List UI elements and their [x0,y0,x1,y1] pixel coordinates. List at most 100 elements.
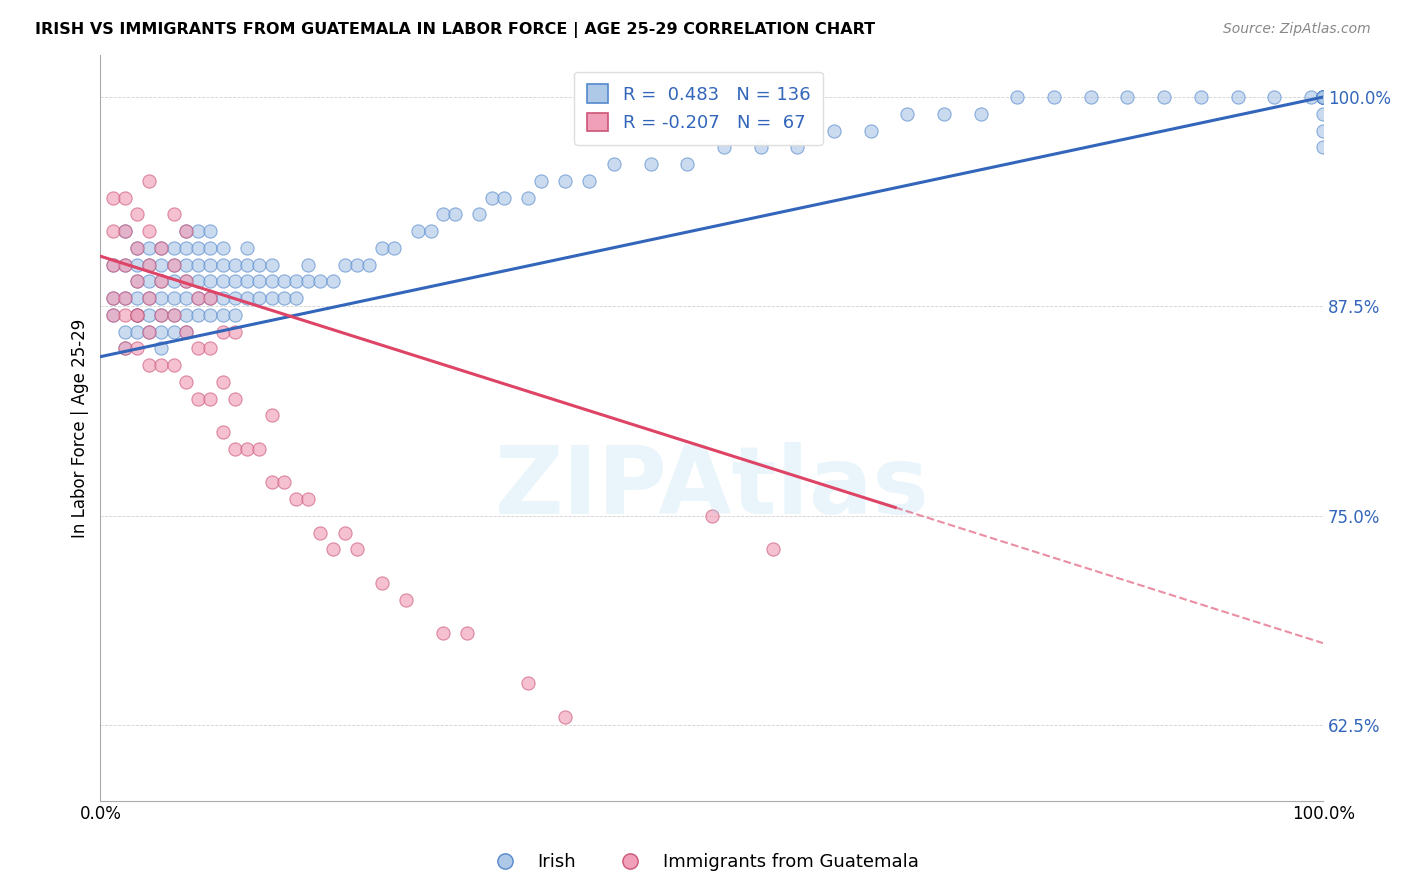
Point [1312,90,1334,104]
Point [395,592,418,607]
Point [187,291,209,305]
Text: ZIPAtlas: ZIPAtlas [495,442,929,533]
Point [174,291,197,305]
Point [200,291,222,305]
Point [1007,90,1029,104]
Point [114,258,136,272]
Point [468,207,491,221]
Point [640,157,662,171]
Point [260,274,283,288]
Point [224,308,246,322]
Point [101,291,124,305]
Point [1226,90,1249,104]
Point [163,274,186,288]
Point [163,308,186,322]
Point [603,157,626,171]
Point [554,174,576,188]
Point [432,626,454,640]
Point [517,190,540,204]
Point [273,475,295,490]
Point [236,258,259,272]
Point [174,224,197,238]
Point [114,341,136,355]
Point [297,258,319,272]
Point [1312,90,1334,104]
Point [444,207,467,221]
Point [101,258,124,272]
Point [125,308,148,322]
Point [406,224,429,238]
Point [370,575,392,590]
Point [247,258,270,272]
Text: IRISH VS IMMIGRANTS FROM GUATEMALA IN LABOR FORCE | AGE 25-29 CORRELATION CHART: IRISH VS IMMIGRANTS FROM GUATEMALA IN LA… [35,22,876,38]
Point [211,425,233,439]
Point [174,224,197,238]
Point [749,140,772,154]
Point [163,207,186,221]
Point [200,392,222,406]
Point [101,308,124,322]
Point [823,810,845,824]
Point [114,291,136,305]
Point [285,492,308,507]
Point [114,224,136,238]
Point [1312,90,1334,104]
Point [138,291,160,305]
Point [432,207,454,221]
Point [309,525,332,540]
Point [762,542,785,557]
Point [346,542,368,557]
Point [187,291,209,305]
Point [187,308,209,322]
Point [1312,90,1334,104]
Point [174,308,197,322]
Point [211,325,233,339]
Point [163,308,186,322]
Point [260,291,283,305]
Point [419,224,441,238]
Point [150,241,173,255]
Point [1312,90,1334,104]
Point [187,274,209,288]
Point [114,190,136,204]
Point [211,258,233,272]
Legend: Irish, Immigrants from Guatemala: Irish, Immigrants from Guatemala [479,847,927,879]
Point [322,542,344,557]
Point [101,224,124,238]
Point [211,274,233,288]
Point [187,224,209,238]
Point [150,358,173,372]
Point [1312,90,1334,104]
Point [970,107,993,121]
Point [125,207,148,221]
Point [1312,90,1334,104]
Point [138,258,160,272]
Point [676,157,699,171]
Point [114,325,136,339]
Point [247,442,270,456]
Point [297,274,319,288]
Y-axis label: In Labor Force | Age 25-29: In Labor Force | Age 25-29 [72,318,89,538]
Point [163,241,186,255]
Point [529,174,551,188]
Point [138,241,160,255]
Point [125,241,148,255]
Point [285,291,308,305]
Point [1312,140,1334,154]
Point [114,341,136,355]
Point [200,341,222,355]
Point [174,375,197,389]
Point [236,274,259,288]
Point [150,274,173,288]
Point [138,358,160,372]
Point [896,107,918,121]
Point [114,258,136,272]
Point [224,442,246,456]
Point [260,475,283,490]
Point [1153,90,1175,104]
Point [174,241,197,255]
Point [125,274,148,288]
Point [247,291,270,305]
Point [1189,90,1212,104]
Point [236,442,259,456]
